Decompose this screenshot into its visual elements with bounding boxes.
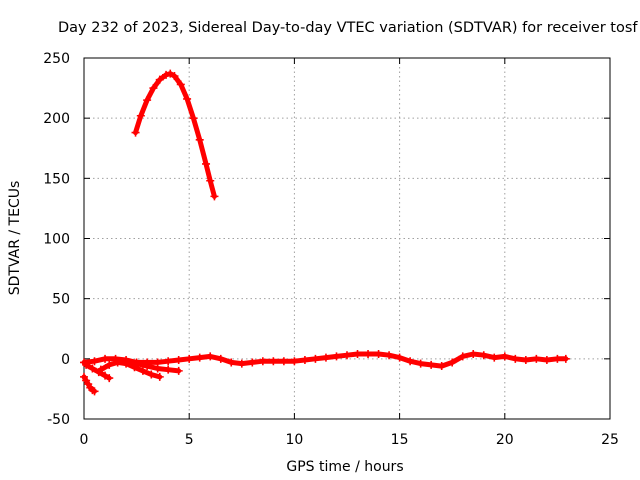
y-tick-label: 50 [52,292,70,308]
data-point [332,352,341,361]
data-point [269,357,278,366]
data-point [311,354,320,363]
data-point [300,356,309,365]
x-axis-label: GPS time / hours [286,459,403,475]
data-point [427,360,436,369]
y-tick-label: -50 [47,412,70,428]
data-point [170,72,179,81]
data-point [395,353,404,362]
data-point [143,96,152,105]
data-point [105,374,114,383]
data-point [374,350,383,359]
data-point [553,354,562,363]
data-point [521,356,530,365]
data-point [343,351,351,360]
y-tick-label: 100 [43,232,70,248]
data-point [147,370,156,379]
data-point [202,159,211,168]
data-point [189,114,198,123]
data-point [82,360,91,369]
data-point [131,128,140,137]
data-point [561,354,570,363]
data-point [136,111,145,120]
y-tick-label: 0 [61,352,70,368]
x-tick-label: 15 [391,432,409,448]
data-point [174,356,183,365]
data-point [448,358,457,367]
data-point [153,364,162,373]
data-point [227,358,236,367]
data-point [542,356,551,365]
data-point [105,360,114,369]
data-point [90,387,99,396]
data-point [385,351,394,360]
data-point [166,69,175,78]
data-point [321,353,330,362]
y-tick-label: 250 [43,51,70,67]
tick-layer: 0 5 10 15 20 25 -50 0 50 100 150 200 250 [43,51,619,448]
y-axis-label: SDTVAR / TECUs [7,181,23,296]
data-point [183,94,192,103]
data-point [195,135,204,144]
data-point [96,365,105,374]
data-point [279,357,288,366]
data-point [248,358,257,367]
data-point [101,354,110,363]
data-point [164,357,173,366]
series-layer [80,69,570,396]
x-tick-label: 0 [80,432,89,448]
y-tick-label: 200 [43,111,70,127]
data-point [206,352,215,361]
x-tick-label: 25 [601,432,619,448]
data-point [176,80,185,89]
chart-title: Day 232 of 2023, Sidereal Day-to-day VTE… [58,20,638,36]
data-point [162,70,171,79]
data-point [185,354,194,363]
data-point [195,353,204,362]
data-point [416,359,425,368]
grid-layer [84,58,610,419]
data-point [174,366,183,375]
data-point [122,358,131,367]
data-point [237,359,246,368]
data-point [149,84,158,93]
x-tick-label: 10 [285,432,303,448]
data-point [216,354,225,363]
data-point [206,176,215,185]
data-point [290,357,299,366]
data-point [364,350,373,359]
data-point [437,362,446,371]
data-point [458,352,467,361]
data-point [143,362,152,371]
plot-frame [83,57,611,420]
data-point [258,357,267,366]
data-point [511,354,520,363]
data-point [210,192,219,201]
data-point [479,351,488,360]
data-point [113,358,122,367]
y-tick-label: 150 [43,171,70,187]
data-point [138,366,147,375]
data-point [90,357,99,366]
x-tick-label: 20 [496,432,514,448]
data-point [164,365,173,374]
x-tick-label: 5 [185,432,194,448]
data-point [406,357,415,366]
data-point [88,364,97,373]
data-point [500,352,509,361]
data-point [155,372,164,381]
data-point [155,75,164,84]
data-point [353,350,362,359]
data-point [490,353,499,362]
data-point [469,350,478,359]
data-point [101,371,110,380]
data-point [132,359,141,368]
data-point [532,354,541,363]
